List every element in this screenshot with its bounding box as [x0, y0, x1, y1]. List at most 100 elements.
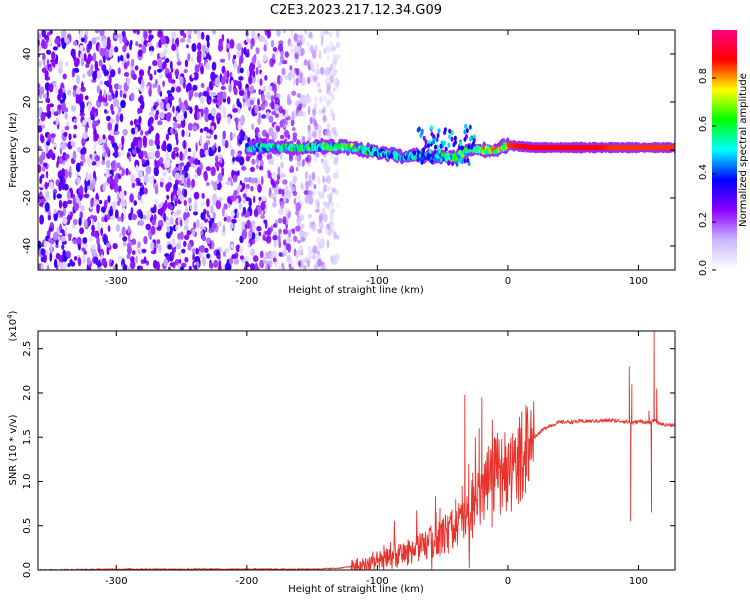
noise-speck	[265, 91, 271, 100]
noise-speck	[143, 235, 148, 245]
noise-speck	[114, 46, 119, 53]
noise-speck	[313, 184, 317, 190]
noise-speck	[251, 123, 255, 131]
noise-speck	[114, 130, 120, 136]
y-tick-label: 0.0	[22, 562, 33, 578]
noise-speck	[52, 46, 59, 51]
noise-speck	[159, 180, 164, 188]
noise-speck	[211, 222, 217, 229]
noise-speck	[332, 113, 336, 121]
noise-speck	[175, 224, 179, 231]
noise-speck	[259, 165, 264, 171]
noise-speck	[333, 231, 337, 240]
noise-speck	[221, 34, 225, 42]
noise-speck	[278, 188, 283, 195]
noise-speck	[238, 202, 243, 210]
noise-speck	[73, 256, 78, 261]
noise-speck	[49, 252, 53, 262]
noise-speck	[105, 146, 110, 154]
noise-speck	[285, 243, 289, 251]
colorbar-scale	[712, 30, 737, 270]
noise-speck	[103, 89, 107, 99]
noise-speck	[263, 219, 267, 224]
signal-scatter	[436, 133, 440, 138]
noise-speck	[46, 49, 50, 55]
noise-speck	[137, 107, 141, 115]
noise-speck	[62, 216, 68, 225]
noise-speck	[240, 114, 246, 125]
y-tick-label: 2.0	[22, 385, 33, 401]
noise-speck	[64, 37, 69, 43]
noise-speck	[104, 49, 108, 59]
noise-speck	[286, 237, 292, 243]
noise-speck	[245, 83, 249, 88]
noise-speck	[157, 58, 163, 69]
noise-speck	[300, 223, 305, 229]
noise-speck	[85, 171, 89, 182]
noise-speck	[116, 98, 120, 109]
noise-speck	[159, 177, 165, 183]
noise-speck	[123, 72, 130, 77]
noise-speck	[156, 144, 160, 150]
noise-speck	[202, 90, 209, 97]
noise-speck	[50, 133, 56, 139]
signal-scatter	[430, 125, 433, 131]
noise-speck	[40, 174, 45, 179]
y-tick-label: 1.5	[22, 429, 33, 445]
noise-speck	[38, 60, 43, 68]
noise-speck	[290, 259, 294, 269]
noise-speck	[62, 255, 68, 262]
noise-speck	[282, 216, 287, 225]
noise-speck	[58, 181, 62, 192]
noise-speck	[175, 242, 182, 250]
noise-speck	[102, 182, 106, 192]
noise-speck	[199, 95, 205, 105]
noise-speck	[188, 265, 192, 270]
noise-speck	[89, 182, 95, 191]
noise-speck	[231, 218, 237, 224]
noise-speck	[227, 203, 231, 208]
noise-speck	[117, 55, 120, 63]
noise-speck	[317, 124, 322, 135]
noise-speck	[216, 116, 221, 125]
noise-speck	[67, 233, 73, 238]
noise-speck	[311, 172, 316, 181]
noise-speck	[246, 48, 250, 56]
noise-speck	[160, 35, 166, 45]
noise-speck	[310, 74, 314, 82]
noise-speck	[332, 172, 338, 180]
noise-speck	[187, 242, 192, 251]
signal-scatter	[443, 127, 447, 133]
noise-speck	[91, 161, 97, 166]
noise-speck	[268, 260, 273, 268]
noise-speck	[208, 98, 211, 104]
noise-speck	[290, 119, 295, 127]
noise-speck	[312, 68, 316, 73]
signal-scatter	[448, 134, 452, 140]
noise-speck	[308, 59, 313, 65]
noise-speck	[119, 190, 125, 200]
noise-speck	[151, 207, 157, 214]
snr-y-ticks: 0.0 0.5 1.0 1.5 2.0 2.5	[22, 341, 675, 578]
noise-speck	[300, 48, 305, 56]
noise-speck	[75, 162, 81, 173]
noise-speck	[324, 77, 331, 85]
noise-speck	[165, 151, 169, 158]
noise-speck	[307, 132, 313, 139]
noise-speck	[210, 166, 216, 177]
noise-speck	[51, 60, 56, 67]
noise-speck	[44, 202, 50, 212]
noise-speck	[96, 70, 102, 80]
noise-speck	[77, 243, 81, 251]
noise-speck	[283, 129, 290, 138]
noise-speck	[162, 80, 165, 87]
noise-speck	[242, 197, 246, 204]
noise-speck	[254, 232, 260, 243]
noise-speck	[153, 69, 157, 76]
noise-speck	[168, 266, 171, 270]
noise-speck	[214, 161, 221, 168]
noise-speck	[246, 219, 251, 229]
noise-speck	[158, 244, 162, 251]
noise-speck	[87, 101, 92, 112]
noise-speck	[226, 96, 231, 105]
